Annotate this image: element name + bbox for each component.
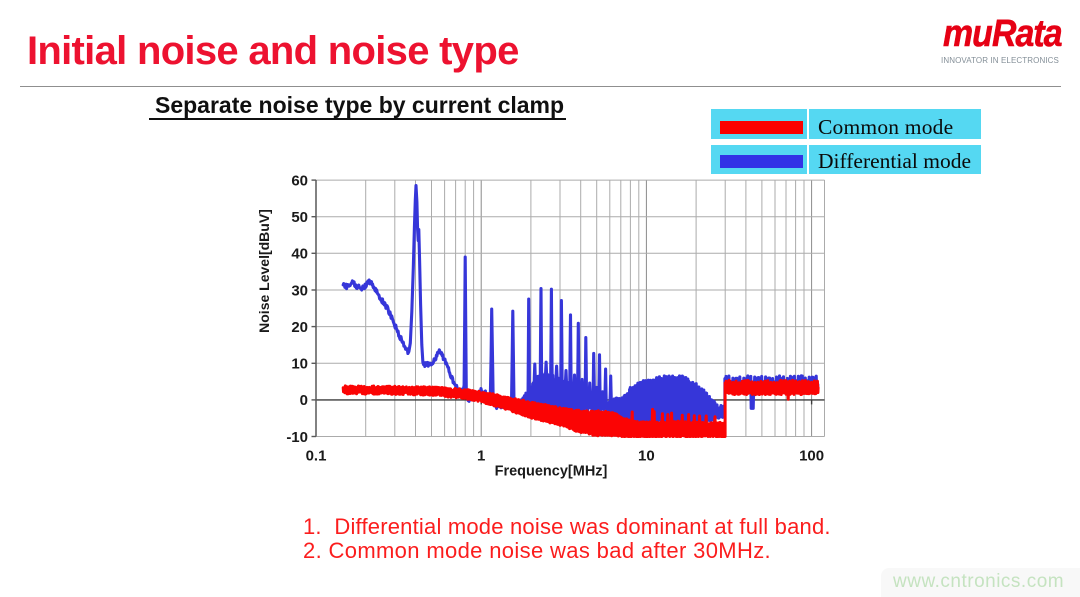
svg-text:10: 10 bbox=[638, 448, 655, 465]
svg-text:60: 60 bbox=[291, 172, 308, 189]
svg-text:20: 20 bbox=[291, 319, 308, 336]
svg-text:-10: -10 bbox=[286, 429, 308, 446]
svg-text:0.1: 0.1 bbox=[306, 448, 327, 465]
svg-text:40: 40 bbox=[291, 246, 308, 263]
svg-text:Frequency[MHz]: Frequency[MHz] bbox=[495, 464, 608, 480]
svg-text:10: 10 bbox=[291, 356, 308, 373]
svg-text:30: 30 bbox=[291, 282, 308, 299]
svg-text:100: 100 bbox=[799, 448, 824, 465]
svg-text:Noise Level[dBuV]: Noise Level[dBuV] bbox=[256, 209, 272, 333]
svg-text:1: 1 bbox=[477, 448, 485, 465]
svg-text:0: 0 bbox=[300, 392, 308, 409]
svg-text:50: 50 bbox=[291, 209, 308, 226]
